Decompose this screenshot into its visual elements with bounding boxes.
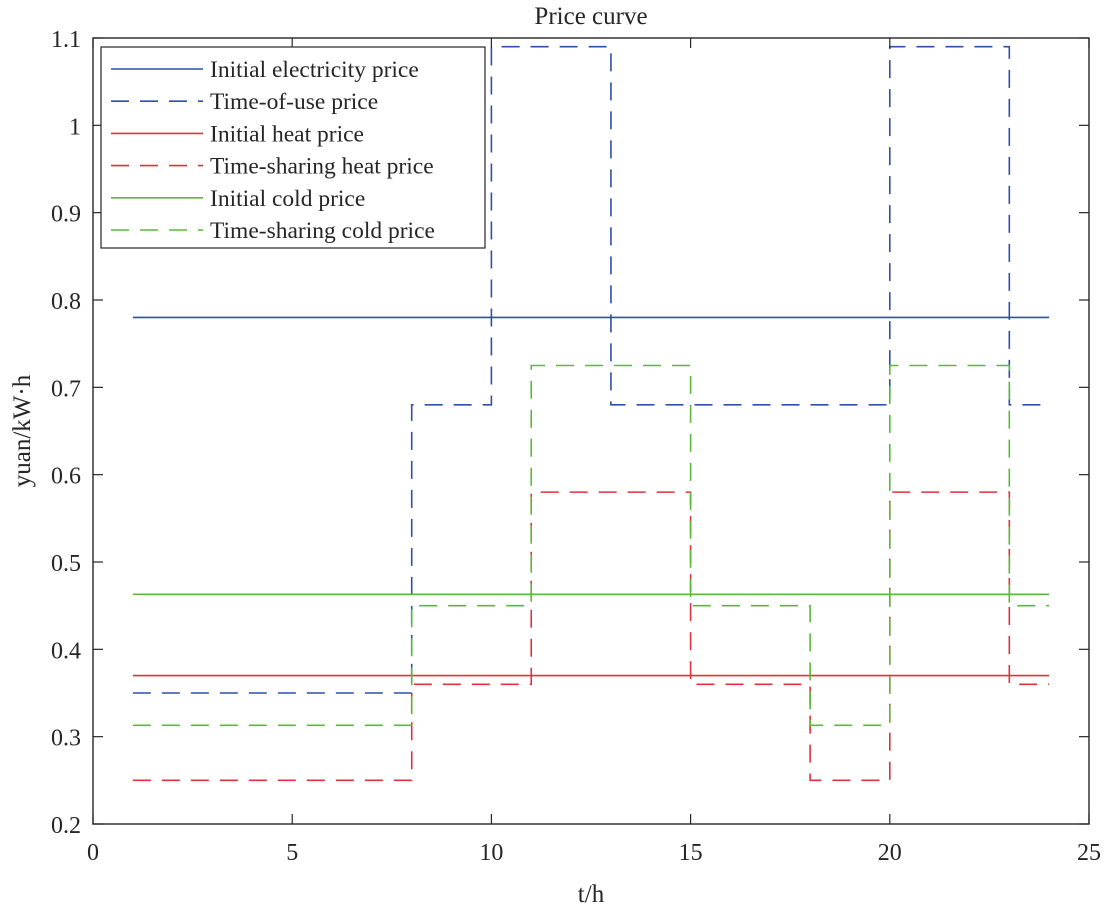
- legend-label: Time-sharing heat price: [210, 154, 434, 180]
- y-tick-label: 0.8: [51, 289, 81, 315]
- y-tick-label: 0.6: [51, 464, 81, 490]
- y-tick-label: 1.1: [51, 27, 81, 53]
- y-tick-label: 0.4: [51, 638, 81, 664]
- legend: Initial electricity price Time-of-use pri…: [100, 46, 486, 249]
- y-tick-label: 0.9: [51, 202, 81, 228]
- y-tick-label: 1: [69, 114, 81, 140]
- x-axis-label: t/h: [578, 881, 605, 908]
- legend-label: Time-sharing cold price: [210, 218, 435, 244]
- x-tick-label: 5: [286, 840, 298, 866]
- x-tick-label: 25: [1077, 840, 1101, 866]
- x-tick-label: 15: [679, 840, 703, 866]
- y-tick-label: 0.5: [51, 551, 81, 577]
- plot-area: [132, 45, 1050, 782]
- y-tick-label: 0.3: [51, 726, 81, 752]
- legend-box: [100, 46, 486, 249]
- series-line-time-sharing-heat-price: [132, 491, 1050, 782]
- legend-label: Initial electricity price: [210, 57, 419, 83]
- x-tick-label: 10: [479, 840, 503, 866]
- legend-label: Time-of-use price: [210, 89, 378, 115]
- x-tick-label: 0: [87, 840, 99, 866]
- y-tick-label: 0.2: [51, 813, 81, 839]
- series-line-time-sharing-cold-price: [132, 364, 1050, 727]
- axes-frame: [92, 37, 1090, 825]
- y-axis-label: yuan/kW·h: [9, 374, 36, 487]
- legend-label: Initial cold price: [210, 186, 365, 212]
- y-tick-label: 0.7: [51, 376, 81, 402]
- chart-title: Price curve: [534, 3, 647, 30]
- series-line-time-of-use-price: [132, 45, 1050, 694]
- legend-label: Initial heat price: [210, 121, 364, 147]
- x-tick-label: 20: [878, 840, 902, 866]
- axes: 0 5 10 15 20 25 0.2 0.3 0.4 0.5 0.6 0.7 0.8 0.9 1 1.1: [51, 27, 1101, 866]
